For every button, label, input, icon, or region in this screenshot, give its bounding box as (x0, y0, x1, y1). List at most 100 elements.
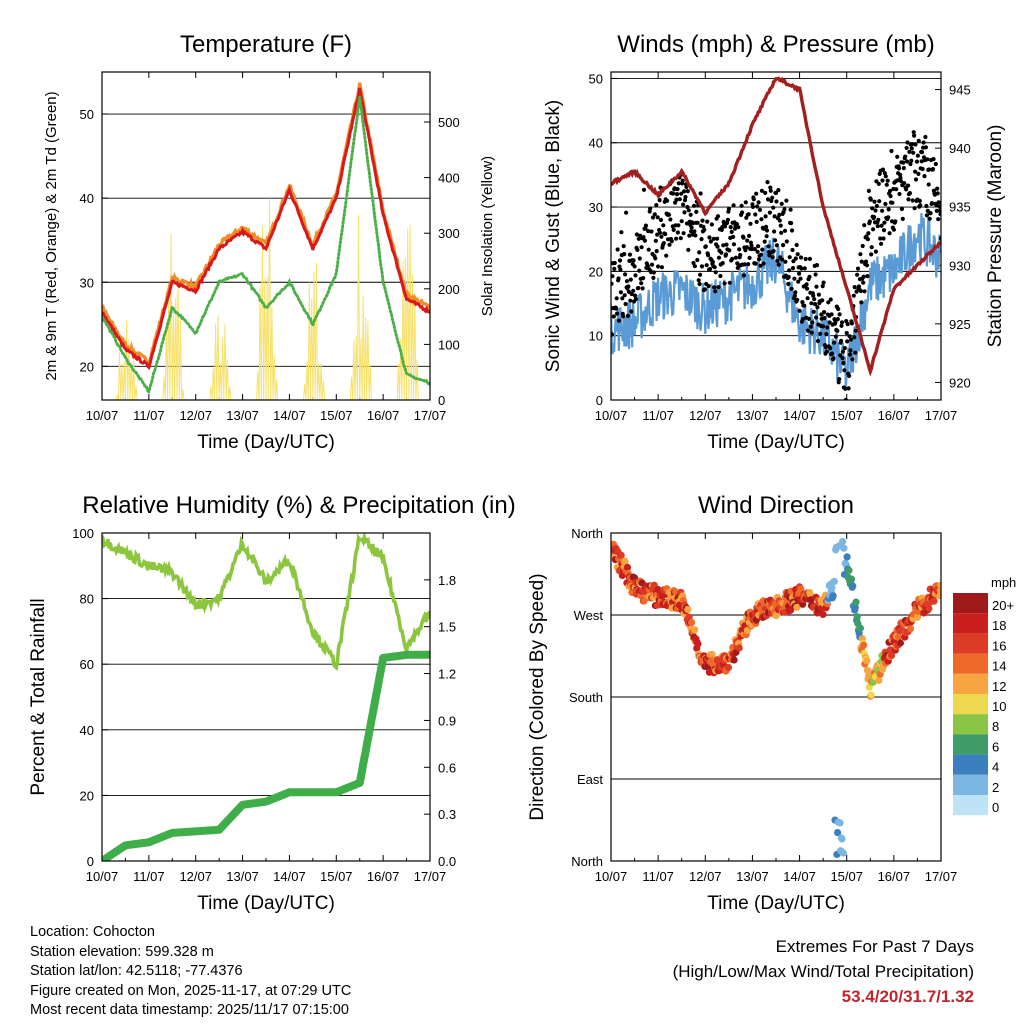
rh_precip-ytick-label: 20 (80, 788, 94, 803)
wind-gust-point (934, 208, 939, 213)
wind-gust-point (848, 337, 854, 342)
wind-gust-point (697, 250, 702, 255)
wind-gust-point (937, 200, 941, 205)
wind-gust-point (851, 293, 856, 298)
wind-direction-point (863, 657, 871, 665)
wind-gust-point (777, 218, 782, 223)
wind-gust-point (819, 312, 824, 317)
wind-gust-point (830, 351, 835, 356)
wind-direction-point (852, 598, 860, 606)
wind-gust-point (818, 331, 823, 336)
wind-gust-point (937, 204, 941, 209)
wind-gust-point (815, 338, 821, 344)
wind-gust-point (898, 178, 904, 184)
wind-gust-point (897, 191, 902, 197)
wind-gust-point (748, 221, 753, 226)
wind-direction-point (840, 544, 848, 552)
wind-gust-point (623, 272, 628, 277)
winds-xtick-label: 12/07 (689, 408, 722, 423)
wind-gust-point (633, 296, 639, 302)
wind-gust-point (790, 247, 795, 253)
wind-gust-point (733, 255, 739, 260)
wind-gust-point (646, 229, 651, 234)
wind-gust-point (870, 206, 875, 211)
winds-y2tick-label: 945 (949, 83, 971, 98)
wind-gust-point (781, 243, 786, 248)
wind-gust-point (753, 261, 758, 266)
wind-direction-point (853, 613, 861, 621)
wind-gust-point (751, 197, 756, 202)
wind-gust-point (895, 154, 900, 159)
wind-gust-point (935, 186, 940, 191)
temp-9m-line (102, 82, 430, 366)
temperature-xtick-label: 13/07 (226, 408, 259, 423)
wind-gust-point (695, 257, 700, 263)
wind-gust-point (861, 280, 866, 285)
wind-direction-point (845, 566, 853, 575)
wind-gust-point (913, 169, 918, 174)
colorbar-label: 16 (992, 638, 1006, 653)
temperature-xlabel: Time (Day/UTC) (197, 432, 335, 453)
colorbar-label: 10 (992, 699, 1006, 714)
wind-direction-point (688, 618, 696, 627)
wind_direction-chart: 10/07 11/07 12/07 13/07 14/07 15/07 16/07 17/07… (527, 492, 957, 914)
wind-direction-point (691, 626, 699, 634)
wind-gust-point (816, 292, 822, 297)
temperature-ytick-label: 30 (80, 275, 94, 290)
wind-gust-point (697, 281, 702, 287)
wind-gust-point (883, 201, 888, 207)
wind-gust-point (715, 214, 721, 219)
wind-gust-point (813, 272, 818, 277)
wind-gust-point (839, 320, 845, 325)
wind-gust-point (849, 321, 855, 326)
wind-gust-point (776, 262, 781, 267)
wind-gust-point (612, 266, 617, 271)
wind-gust-point (693, 233, 698, 238)
wind-gust-point (706, 253, 711, 258)
wind-gust-point (873, 249, 879, 254)
wind_direction-xtick-label: 12/07 (689, 869, 722, 884)
wind-gust-point (933, 161, 938, 167)
colorbar-label: 6 (992, 739, 999, 754)
wind-gust-point (691, 203, 697, 208)
wind-gust-point (760, 247, 765, 252)
wind-gust-point (862, 223, 867, 228)
wind-gust-point (744, 245, 749, 250)
wind-gust-point (814, 315, 819, 320)
wind-gust-point (894, 187, 899, 192)
wind-gust-point (694, 209, 699, 214)
wind-gust-point (763, 214, 768, 219)
wind-gust-point (622, 293, 627, 298)
rh_precip-y2tick-label: 1.5 (438, 620, 456, 635)
wind-gust-point (931, 157, 936, 162)
wind-direction-point (860, 641, 868, 649)
wind-gust-point (791, 259, 796, 264)
solar-insolation-peak (303, 262, 326, 400)
colorbar-title: mph (991, 575, 1016, 590)
wind-gust-point (847, 352, 853, 357)
wind-gust-point (740, 210, 745, 215)
wind-gust-point (805, 286, 810, 291)
wind-gust-point (882, 220, 887, 225)
wind-gust-point (853, 328, 858, 333)
colorbar-swatch (953, 653, 988, 674)
wind-gust-point (641, 187, 647, 192)
wind-gust-point (695, 220, 700, 225)
wind-gust-point (651, 270, 657, 275)
wind-gust-point (746, 212, 751, 217)
rh_precip-y2tick-label: 0.3 (438, 807, 456, 822)
winds-y2tick-label: 925 (949, 317, 971, 332)
wind-gust-point (616, 276, 621, 281)
wind-gust-point (880, 208, 885, 213)
wind_direction-xtick-label: 16/07 (878, 869, 911, 884)
wind-gust-point (769, 198, 774, 204)
wind-gust-point (709, 222, 715, 227)
wind-gust-point (615, 311, 620, 316)
wind-gust-point (872, 199, 877, 204)
wind-gust-point (789, 286, 794, 291)
wind-gust-point (912, 133, 917, 138)
wind-gust-point (923, 134, 928, 140)
wind-gust-point (659, 234, 664, 239)
wind-gust-point (772, 229, 777, 234)
wind-direction-plot-border (610, 532, 942, 862)
